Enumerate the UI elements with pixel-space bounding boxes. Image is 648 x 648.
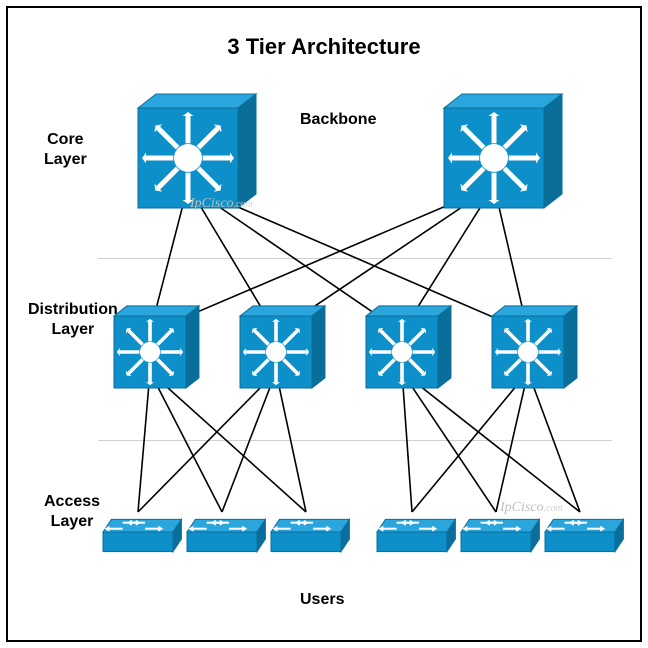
access-switch-icon — [271, 519, 349, 551]
topology-svg — [0, 0, 648, 648]
layer3-switch-icon — [366, 306, 451, 388]
topology-edge — [222, 372, 276, 512]
layer3-switch-icon — [492, 306, 577, 388]
topology-edge — [150, 372, 306, 512]
topology-edge — [402, 372, 496, 512]
layer3-switch-icon — [114, 306, 199, 388]
topology-edge — [402, 372, 412, 512]
layer3-switch-icon — [240, 306, 325, 388]
topology-edge — [138, 372, 150, 512]
topology-edge — [150, 372, 222, 512]
access-switch-icon — [545, 519, 623, 551]
topology-edge — [496, 372, 528, 512]
access-switch-icon — [103, 519, 181, 551]
access-switch-icon — [377, 519, 455, 551]
access-switch-icon — [461, 519, 539, 551]
topology-edge — [138, 372, 276, 512]
layer3-switch-icon — [138, 94, 256, 208]
topology-edge — [276, 372, 306, 512]
access-switch-icon — [187, 519, 265, 551]
layer3-switch-icon — [444, 94, 562, 208]
